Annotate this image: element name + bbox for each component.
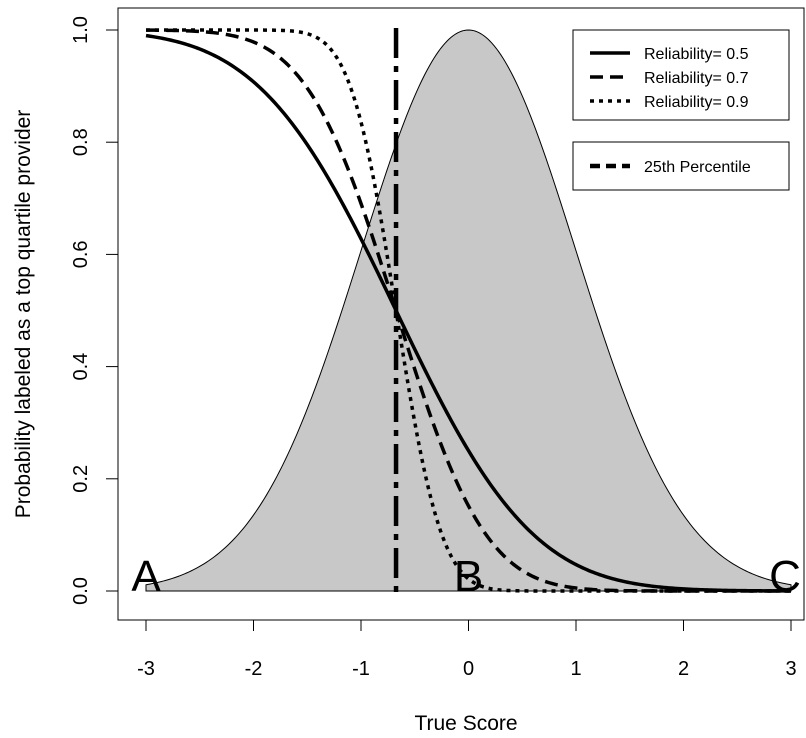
y-tick-label-4: 0.8 xyxy=(70,128,92,156)
series-line-0 xyxy=(145,33,791,593)
x-tick-label-1: -2 xyxy=(245,658,263,680)
y-tick-label-1: 0.2 xyxy=(70,465,92,493)
x-tick-label-3: 0 xyxy=(463,658,474,680)
x-tick-label-2: -1 xyxy=(352,658,370,680)
point-label-b: B xyxy=(454,552,483,601)
y-tick-label-0: 0.0 xyxy=(70,577,92,605)
point-label-a: A xyxy=(131,552,161,601)
legend-label-percentile: 25th Percentile xyxy=(644,159,751,176)
x-axis: -3 -2 -1 0 1 2 3 xyxy=(137,619,797,680)
x-tick-label-4: 1 xyxy=(570,658,581,680)
legend-series-box xyxy=(572,29,790,121)
y-tick-label-2: 0.4 xyxy=(70,353,92,381)
legend-label-series-0: Reliability= 0.5 xyxy=(644,46,749,63)
annotation-layer: A B C xyxy=(131,552,801,601)
y-tick-label-5: 1.0 xyxy=(70,16,92,44)
x-axis-title: True Score xyxy=(414,712,517,735)
curve-layer xyxy=(145,28,791,593)
legend-percentile: 25th Percentile xyxy=(572,141,790,191)
y-axis: 0.0 0.2 0.4 0.6 0.8 1.0 xyxy=(70,16,119,605)
legend-label-series-1: Reliability= 0.7 xyxy=(644,70,749,87)
x-tick-label-5: 2 xyxy=(678,658,689,680)
legend-label-series-2: Reliability= 0.9 xyxy=(644,94,749,111)
series-line-1 xyxy=(145,28,791,593)
y-tick-label-3: 0.6 xyxy=(70,240,92,268)
point-label-c: C xyxy=(769,552,801,601)
density-area xyxy=(145,29,792,592)
y-axis-title: Probability labeled as a top quartile pr… xyxy=(12,110,35,519)
x-tick-label-6: 3 xyxy=(785,658,796,680)
legend-series: Reliability= 0.5 Reliability= 0.7 Reliab… xyxy=(572,29,790,121)
density-layer xyxy=(145,29,792,592)
x-tick-label-0: -3 xyxy=(137,658,155,680)
